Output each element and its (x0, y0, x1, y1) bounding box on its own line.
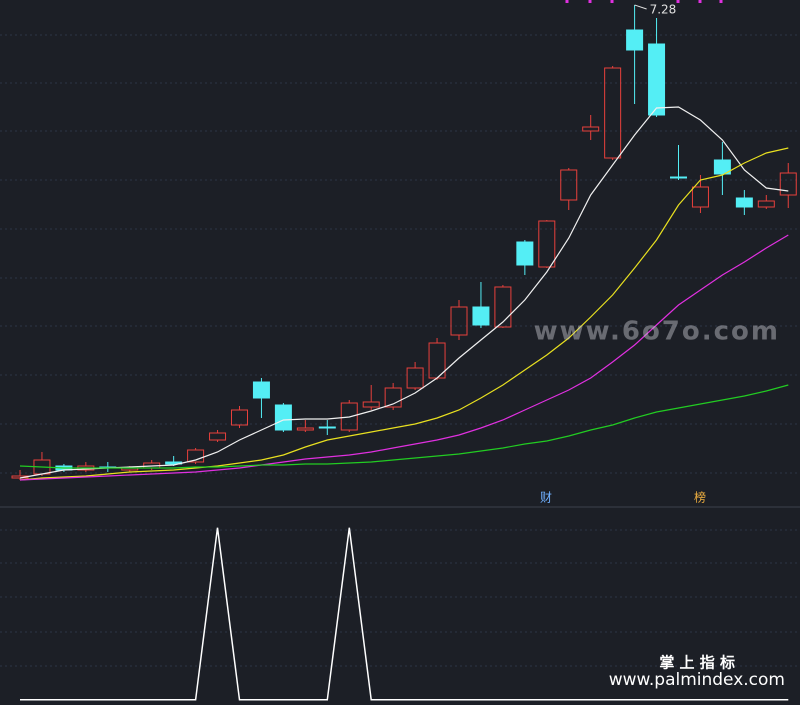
candle-body (274, 404, 292, 431)
candle-body (296, 427, 314, 431)
candle-body (670, 176, 687, 179)
candle-body (472, 306, 490, 326)
line (19, 234, 789, 481)
candle-body (538, 220, 556, 268)
candle-body (450, 306, 468, 336)
top-markers (565, 0, 723, 3)
candle-body (362, 401, 380, 408)
high-label: 7.28 (650, 3, 677, 17)
line (19, 147, 789, 481)
event-label: 财 (540, 491, 552, 505)
watermark: www.6o7o.com (534, 317, 780, 347)
candle-body (494, 286, 512, 328)
candle-body (384, 387, 402, 408)
candle-body (516, 241, 534, 266)
watermark: www.palmindex.com (609, 670, 785, 690)
event-label: 榜 (694, 490, 706, 505)
candle-body (691, 186, 709, 208)
candle-body (187, 449, 205, 463)
line (20, 527, 789, 701)
candle-body (713, 159, 731, 175)
candle-body (560, 169, 578, 201)
candle-body (779, 172, 797, 196)
candle-body (735, 197, 753, 208)
grid (0, 34, 800, 667)
candle-body (209, 432, 227, 441)
candle-body (626, 29, 644, 51)
candle-body (406, 367, 424, 389)
candle-body (757, 200, 775, 208)
candle-body (231, 409, 248, 426)
watermark: 掌 上 指 标 (659, 654, 735, 672)
candle-body (582, 126, 600, 132)
candle-body (340, 402, 358, 431)
candle-body (252, 381, 270, 399)
candle-body (604, 67, 622, 159)
line (19, 384, 789, 469)
high-pointer (634, 4, 647, 10)
line (19, 106, 789, 479)
candle-body (318, 426, 336, 429)
candle-body (648, 43, 666, 116)
